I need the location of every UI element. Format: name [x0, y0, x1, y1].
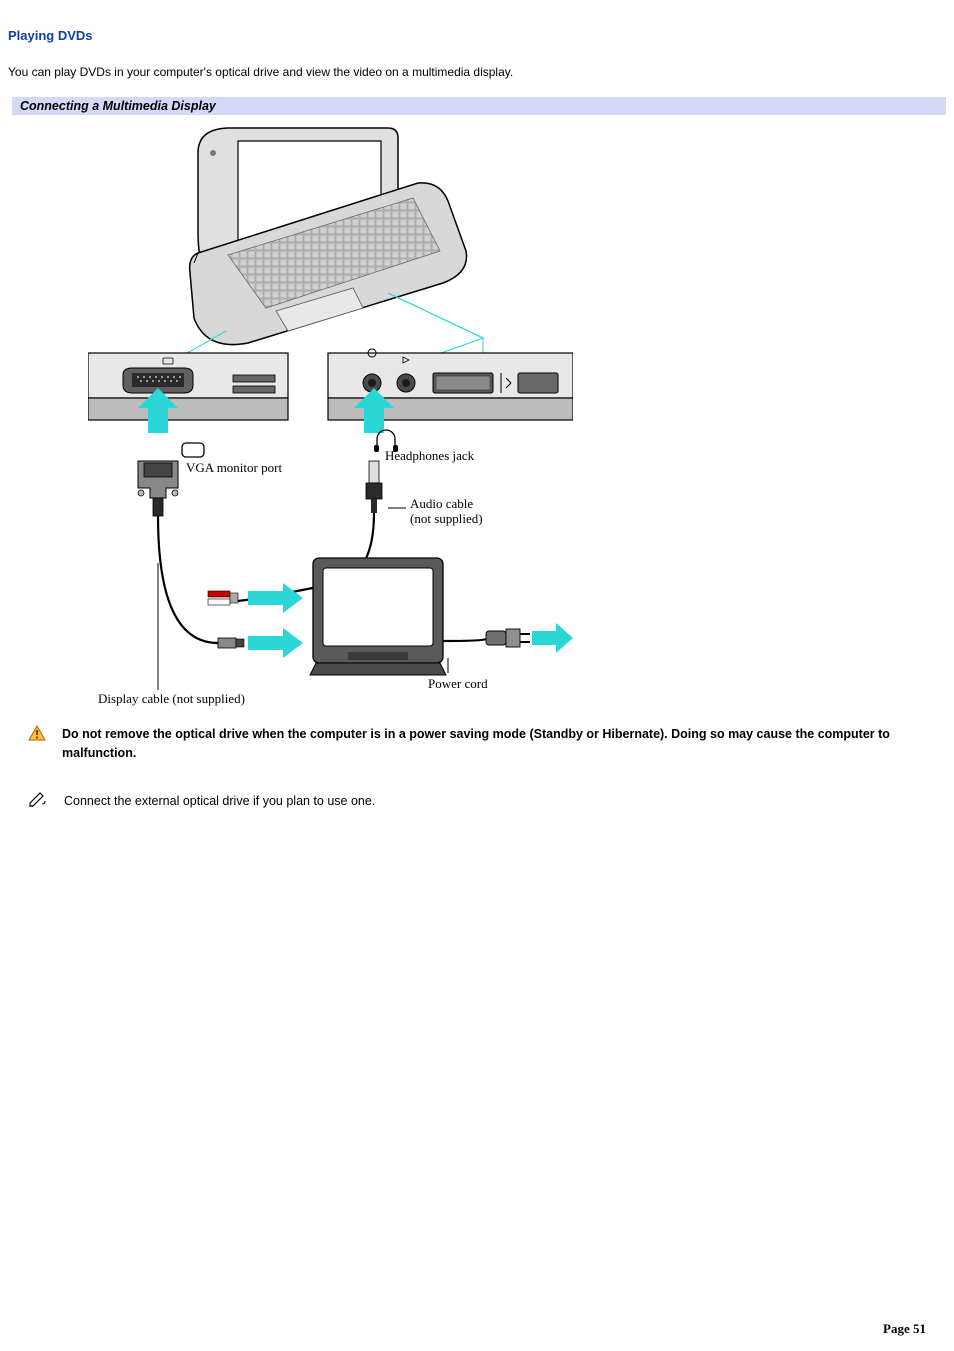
vga-icon	[182, 443, 204, 457]
note-pencil-icon	[28, 791, 48, 812]
label-audio-cable-2: (not supplied)	[410, 511, 483, 526]
audio-plug	[366, 461, 382, 513]
warning-text: Do not remove the optical drive when the…	[62, 725, 946, 763]
display-cable	[158, 516, 223, 643]
diagram-svg: VGA monitor port Headphones jack	[88, 123, 573, 707]
arrow-into-monitor-video	[248, 628, 303, 658]
port-panel-left	[88, 353, 288, 420]
figure-connecting-display: VGA monitor port Headphones jack	[88, 123, 648, 707]
label-vga: VGA monitor port	[186, 460, 282, 475]
arrow-power	[532, 623, 573, 653]
page-number: Page 51	[883, 1321, 926, 1337]
page-title: Playing DVDs	[8, 28, 946, 43]
label-power-cord: Power cord	[428, 676, 488, 691]
label-display-cable: Display cable (not supplied)	[98, 691, 245, 706]
power-cable	[443, 639, 486, 641]
laptop-illustration	[190, 128, 467, 345]
rca-plugs	[208, 591, 244, 648]
power-plug	[486, 629, 530, 647]
subsection-heading: Connecting a Multimedia Display	[12, 97, 946, 115]
note-text: Connect the external optical drive if yo…	[64, 794, 375, 808]
intro-paragraph: You can play DVDs in your computer's opt…	[8, 63, 946, 81]
monitor-illustration	[310, 558, 446, 675]
label-audio-cable-1: Audio cable	[410, 496, 473, 511]
vga-connector	[138, 461, 178, 516]
warning-icon	[28, 725, 46, 746]
label-headphones: Headphones jack	[385, 448, 475, 463]
arrow-into-monitor-audio	[248, 583, 303, 613]
